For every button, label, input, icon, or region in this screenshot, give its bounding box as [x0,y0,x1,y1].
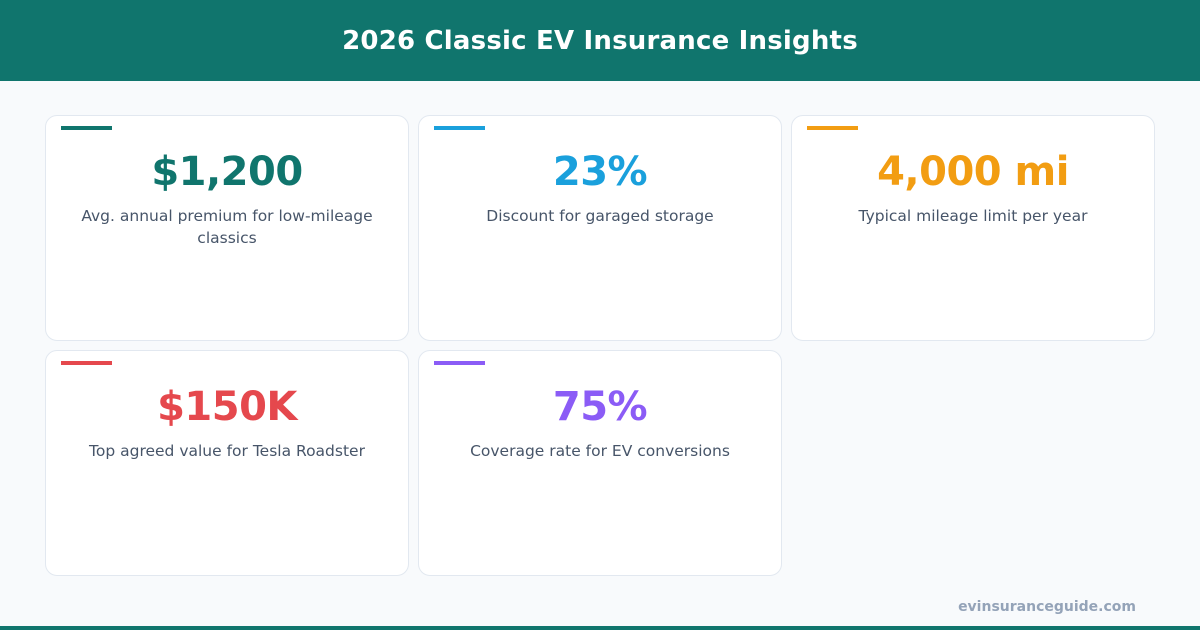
stat-label: Coverage rate for EV conversions [470,442,730,460]
header-banner: 2026 Classic EV Insurance Insights [0,0,1200,81]
stat-card-coverage: 75% Coverage rate for EV conversions [418,350,782,576]
accent-bar [807,126,858,130]
stat-card-mileage: 4,000 mi Typical mileage limit per year [791,115,1155,341]
accent-bar [434,361,485,365]
stat-value: 23% [552,149,648,195]
page-title: 2026 Classic EV Insurance Insights [342,25,858,56]
stat-value: $150K [157,384,297,430]
stat-card-discount: 23% Discount for garaged storage [418,115,782,341]
stat-label: Discount for garaged storage [486,207,714,225]
stat-label: Top agreed value for Tesla Roadster [89,442,365,460]
stat-card-premium: $1,200 Avg. annual premium for low-milea… [45,115,409,341]
bottom-bar [0,626,1200,630]
stat-value: 4,000 mi [877,149,1069,195]
accent-bar [61,361,112,365]
stat-card-agreed-value: $150K Top agreed value for Tesla Roadste… [45,350,409,576]
stat-label: Typical mileage limit per year [858,207,1088,225]
stat-value: 75% [552,384,648,430]
site-credit: evinsuranceguide.com [958,599,1136,615]
accent-bar [434,126,485,130]
stat-value: $1,200 [151,149,303,195]
accent-bar [61,126,112,130]
stat-label: Avg. annual premium for low-mileage clas… [81,207,373,247]
